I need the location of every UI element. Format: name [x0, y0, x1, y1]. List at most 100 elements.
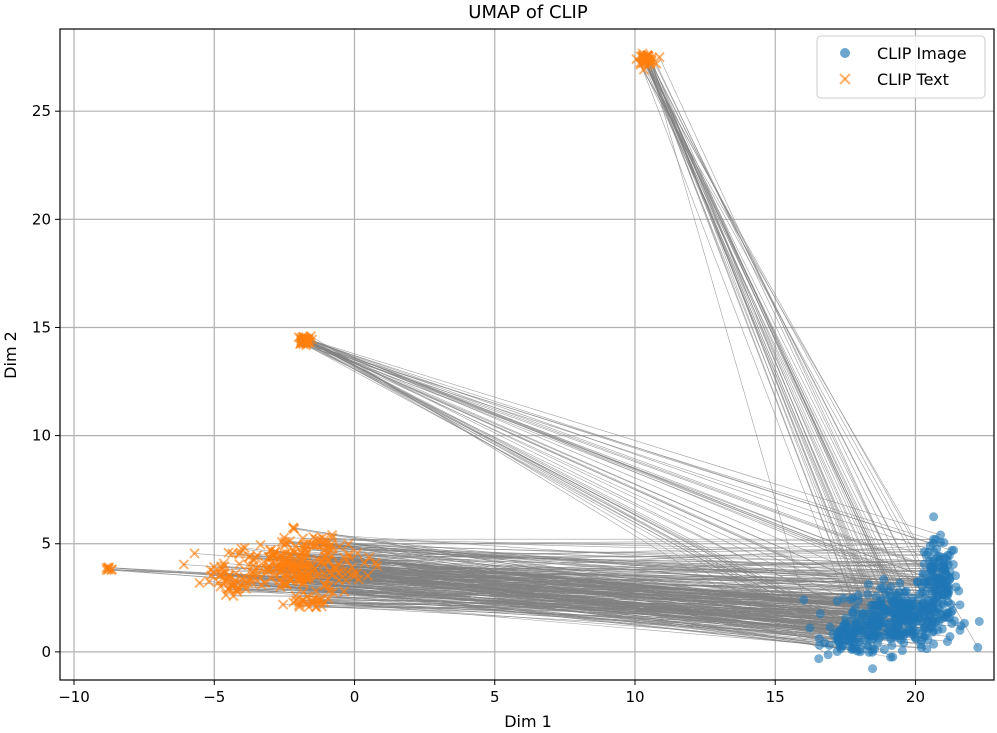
clip-text-point [318, 559, 329, 570]
pair-connector [642, 53, 884, 615]
clip-text-point [322, 574, 333, 586]
legend-text-marker [839, 73, 851, 85]
pair-connector [303, 337, 892, 587]
clip-image-point [823, 650, 833, 660]
pair-connector [306, 338, 941, 536]
clip-text-point [293, 552, 304, 563]
clip-image-point [923, 634, 933, 644]
clip-text-point [278, 532, 290, 543]
clip-image-point [886, 652, 896, 662]
y-tick-label: 20 [32, 210, 51, 228]
pair-connector [640, 56, 912, 610]
clip-text-point [256, 579, 267, 591]
y-axis-ticks: 0 5 10 15 20 25 [32, 102, 60, 661]
x-tick-label: 0 [350, 688, 360, 706]
y-tick-label: 10 [32, 427, 51, 445]
y-tick-label: 25 [32, 102, 51, 120]
clip-image-point [959, 618, 969, 628]
clip-text-point [323, 543, 334, 554]
clip-image-point [864, 647, 874, 657]
clip-image-point [900, 598, 910, 608]
clip-image-point [929, 584, 939, 594]
clip-text-point [288, 522, 299, 533]
clip-text-point [101, 562, 112, 573]
pair-connector [279, 562, 920, 595]
clip-text-point [309, 563, 320, 575]
pair-connector [233, 594, 944, 597]
clip-text-point [362, 570, 374, 581]
clip-image-point [855, 647, 865, 657]
clip-image-point [924, 595, 934, 605]
clip-text-point [255, 539, 266, 551]
clip-image-point [955, 600, 965, 610]
clip-image-point [951, 582, 961, 592]
pair-connector [647, 56, 869, 585]
pair-connector [281, 541, 934, 565]
pair-connector [301, 340, 947, 575]
legend-image-label: CLIP Image [877, 44, 967, 63]
legend-image-marker [840, 48, 850, 58]
pair-connector [323, 564, 912, 599]
pair-connector [309, 342, 949, 594]
clip-image-point [891, 590, 901, 600]
pair-connector [298, 337, 952, 551]
clip-text-point [242, 577, 254, 589]
clip-text-point [231, 583, 243, 595]
clip-text-point [279, 549, 290, 560]
clip-image-point [825, 622, 835, 632]
clip-image-point [924, 604, 934, 614]
clip-image-point [907, 593, 917, 603]
clip-text-point [342, 555, 353, 567]
clip-image-point [945, 567, 955, 577]
connector-lines [106, 53, 979, 658]
clip-image-point [887, 640, 897, 650]
y-tick-label: 5 [41, 535, 51, 553]
clip-image-point [815, 609, 825, 619]
pair-connector [329, 560, 937, 585]
pair-connector [332, 534, 949, 578]
clip-text-point [326, 529, 338, 541]
clip-image-point [937, 566, 947, 576]
clip-image-point [869, 628, 879, 638]
clip-text-point [352, 547, 363, 559]
y-tick-label: 15 [32, 318, 51, 336]
clip-image-point [899, 638, 909, 648]
clip-image-point [863, 589, 873, 599]
clip-text-point [103, 562, 115, 573]
clip-text-points [101, 48, 665, 613]
pair-connector [324, 539, 927, 556]
pair-connector [248, 582, 859, 602]
clip-image-point [805, 623, 815, 633]
clip-text-point [654, 52, 665, 63]
clip-text-point [338, 586, 350, 597]
clip-image-point [858, 611, 868, 621]
clip-image-point [935, 553, 945, 563]
pair-connector [306, 341, 945, 590]
clip-image-point [918, 568, 928, 578]
x-tick-label: 15 [766, 688, 785, 706]
clip-text-point [310, 585, 322, 597]
clip-text-point [299, 561, 311, 572]
clip-image-point [948, 559, 958, 569]
clip-text-point [251, 550, 263, 561]
clip-image-point [897, 646, 907, 656]
clip-text-point [194, 577, 205, 589]
clip-image-point [913, 612, 923, 622]
clip-image-point [820, 638, 830, 648]
clip-image-point [871, 591, 881, 601]
pair-connector [305, 342, 877, 606]
y-axis-label: Dim 2 [1, 331, 20, 379]
pair-connector [284, 537, 929, 553]
clip-text-point [243, 551, 254, 563]
clip-text-point [359, 557, 370, 568]
clip-image-point [889, 598, 899, 608]
clip-image-point [929, 512, 939, 522]
pair-connector [239, 563, 841, 650]
pair-connector [650, 60, 902, 618]
clip-text-point [291, 574, 303, 585]
clip-image-point [947, 619, 957, 629]
pair-connector [300, 338, 943, 630]
clip-image-point [947, 605, 957, 615]
pair-connector [322, 539, 936, 545]
pair-connector [225, 594, 929, 609]
